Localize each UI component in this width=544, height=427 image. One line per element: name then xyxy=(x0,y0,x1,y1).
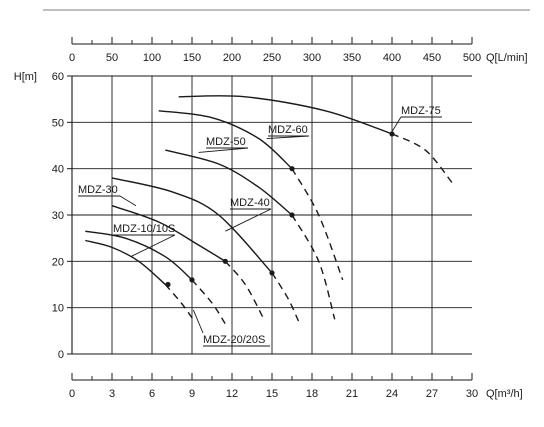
curve-label-mdz-50: MDZ-50 xyxy=(206,136,246,148)
bottom-axis: 0 3 6 9 12 15 18 21 24 27 30 xyxy=(69,373,478,400)
label-leader-mdz-40 xyxy=(225,208,272,232)
label-leader-mdz-75 xyxy=(391,116,402,132)
top-axis: 0 50 100 150 200 250 300 350 400 450 500 xyxy=(69,37,481,64)
duty-point-mdz-75 xyxy=(389,131,395,137)
curve-label-mdz-75: MDZ-75 xyxy=(401,105,441,117)
bottom-tick-label: 24 xyxy=(386,388,398,400)
label-leader-mdz-10-10s xyxy=(130,234,176,258)
curve-mdz-60-dashed xyxy=(291,168,344,281)
y-tick-label: 60 xyxy=(52,71,64,83)
bottom-axis-label: Q[m³/h] xyxy=(486,388,523,400)
curve-labels: MDZ-10/10S MDZ-20/20S MDZ-30 MDZ-40 MDZ-50 MD… xyxy=(78,105,442,347)
top-tick-label: 200 xyxy=(223,52,241,64)
curve-mdz-10-10s-dashed xyxy=(164,284,196,323)
curve-mdz-50-solid xyxy=(165,149,293,216)
y-tick-label: 40 xyxy=(52,164,64,176)
y-axis-label: H[m] xyxy=(14,71,37,83)
y-tick-label: 10 xyxy=(52,303,64,315)
bottom-tick-label: 15 xyxy=(266,388,278,400)
curve-mdz-10-10s-solid xyxy=(85,239,166,286)
top-tick-label: 250 xyxy=(263,52,281,64)
top-tick-label: 300 xyxy=(303,52,321,64)
curve-mdz-75-solid xyxy=(178,95,393,135)
duty-point-mdz-20-20s xyxy=(189,277,195,283)
curve-mdz-20-20s-solid xyxy=(85,230,193,281)
curves xyxy=(85,95,453,325)
bottom-tick-label: 30 xyxy=(466,388,478,400)
curve-mdz-30-solid xyxy=(111,205,226,262)
bottom-tick-label: 6 xyxy=(149,388,155,400)
y-tick-label: 50 xyxy=(52,117,64,129)
top-tick-label: 500 xyxy=(463,52,481,64)
bottom-tick-label: 27 xyxy=(426,388,438,400)
bottom-tick-label: 3 xyxy=(109,388,115,400)
grid xyxy=(72,75,472,354)
bottom-tick-label: 12 xyxy=(226,388,238,400)
top-tick-label: 100 xyxy=(143,52,161,64)
label-leader-mdz-60 xyxy=(266,135,310,139)
y-tick-label: 30 xyxy=(52,210,64,222)
bottom-tick-label: 21 xyxy=(346,388,358,400)
bottom-tick-label: 0 xyxy=(69,388,75,400)
top-axis-label: Q[L/min] xyxy=(486,52,528,64)
label-leader-mdz-50 xyxy=(198,147,249,153)
curve-label-mdz-60: MDZ-60 xyxy=(268,124,308,136)
top-tick-label: 0 xyxy=(69,52,75,64)
curve-mdz-75-dashed xyxy=(391,133,453,184)
top-tick-label: 50 xyxy=(106,52,118,64)
y-axis: 0 10 20 30 40 50 60 xyxy=(52,71,72,361)
duty-point-mdz-30 xyxy=(222,258,228,264)
top-tick-label: 350 xyxy=(343,52,361,64)
duty-point-mdz-60 xyxy=(289,166,295,172)
curve-mdz-60-solid xyxy=(158,110,293,170)
curve-mdz-50-dashed xyxy=(291,214,336,320)
curve-label-mdz-20-20s: MDZ-20/20S xyxy=(203,334,265,346)
bottom-tick-label: 9 xyxy=(189,388,195,400)
duty-point-mdz-50 xyxy=(289,212,295,218)
curve-label-mdz-30: MDZ-30 xyxy=(78,184,118,196)
duty-point-mdz-10-10s xyxy=(165,281,171,288)
curve-mdz-40-dashed xyxy=(271,272,300,322)
label-leader-mdz-20-20s xyxy=(192,309,204,334)
top-tick-label: 450 xyxy=(423,52,441,64)
y-tick-label: 0 xyxy=(58,349,64,361)
curve-label-mdz-10-10s: MDZ-10/10S xyxy=(113,223,175,235)
label-leader-mdz-30 xyxy=(119,195,137,207)
curve-mdz-20-20s-dashed xyxy=(191,279,226,325)
curve-mdz-30-dashed xyxy=(224,260,264,318)
duty-point-mdz-40 xyxy=(269,270,275,276)
curve-label-mdz-40: MDZ-40 xyxy=(230,197,270,209)
top-tick-label: 150 xyxy=(183,52,201,64)
curve-mdz-40-solid xyxy=(111,177,273,274)
bottom-tick-label: 18 xyxy=(306,388,318,400)
y-tick-label: 20 xyxy=(52,256,64,268)
top-tick-label: 400 xyxy=(383,52,401,64)
